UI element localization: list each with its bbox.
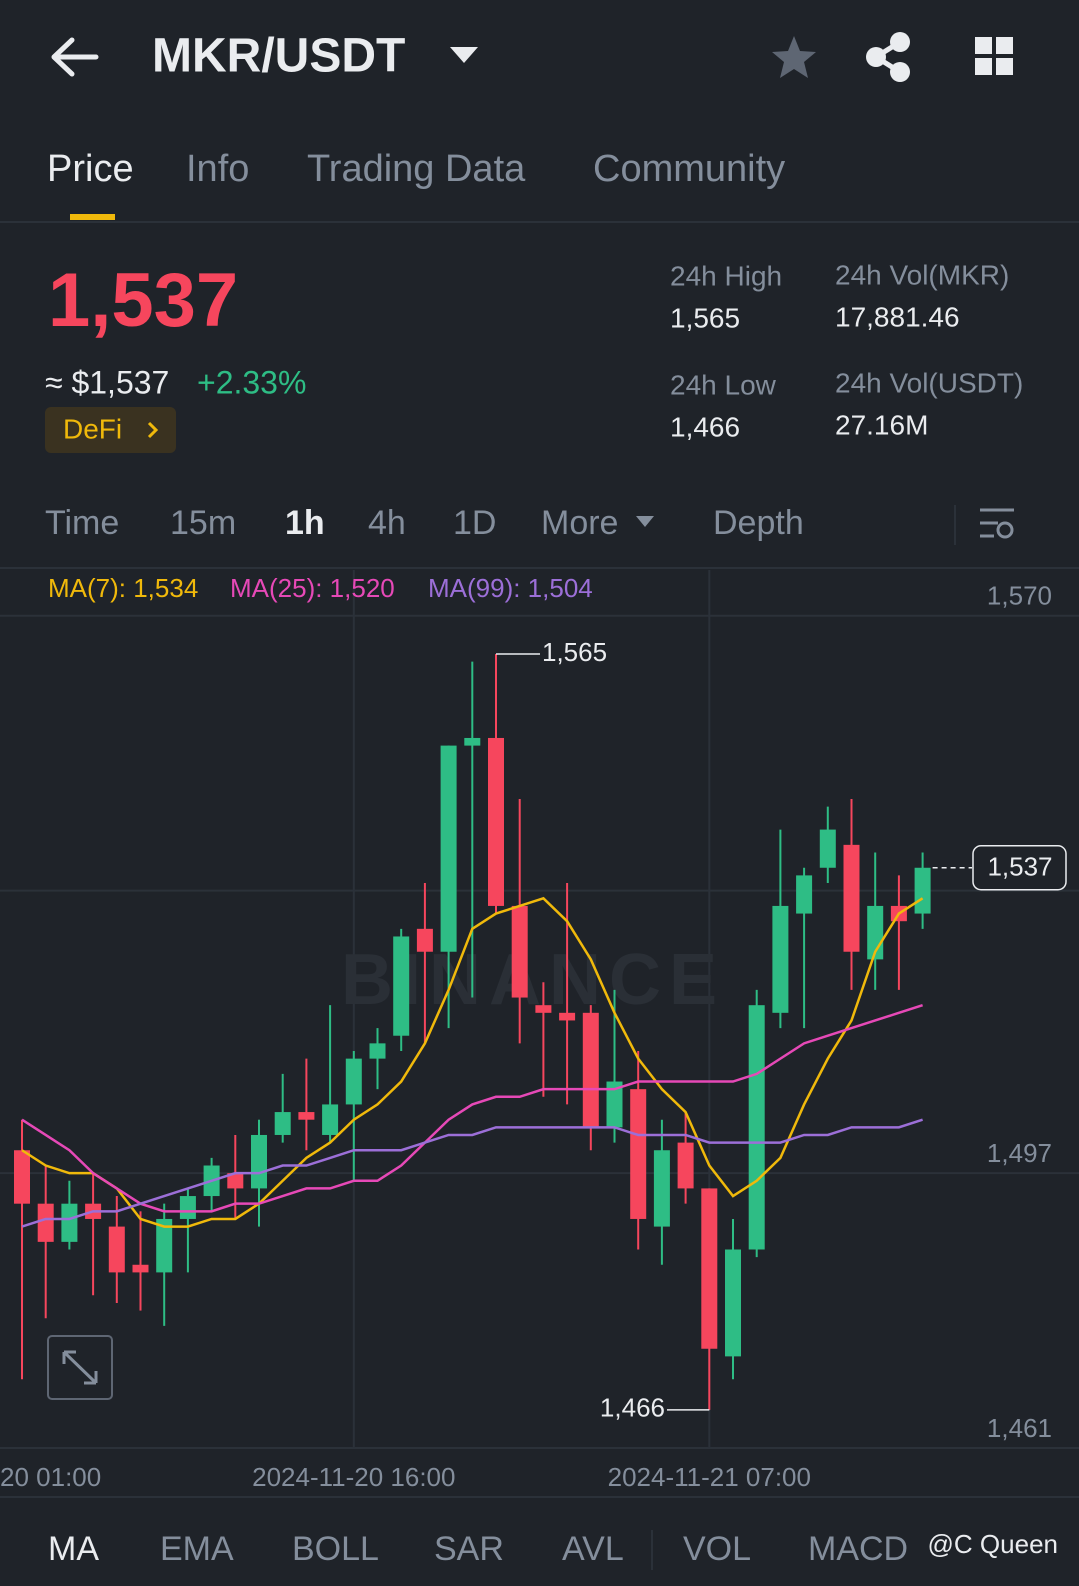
pair-title[interactable]: MKR/USDT xyxy=(152,30,405,83)
indicator-tab[interactable]: EMA xyxy=(160,1530,234,1568)
candle-body xyxy=(322,1104,339,1135)
stat-value: 27.16M xyxy=(835,409,928,440)
candle-body xyxy=(156,1218,173,1273)
candle-body xyxy=(227,1173,244,1189)
y-tick-label: 1,570 xyxy=(987,581,1052,611)
candle-body xyxy=(559,1012,576,1021)
candle-body xyxy=(393,936,410,1036)
candle-body xyxy=(819,829,836,868)
user-watermark: @C Queen xyxy=(928,1529,1058,1559)
last-price: 1,537 xyxy=(48,258,238,343)
candle-body xyxy=(606,1081,623,1128)
ma-line xyxy=(21,896,924,1228)
candle-body xyxy=(582,1012,599,1128)
candle-body xyxy=(440,745,457,952)
y-tick-label: 1,461 xyxy=(987,1413,1052,1443)
chart-settings[interactable] xyxy=(980,508,1014,539)
usd-price: ≈ $1,537 xyxy=(45,364,169,400)
candle-body xyxy=(274,1112,291,1135)
tab-indicator xyxy=(70,214,115,220)
stat-label: 24h High xyxy=(670,260,782,291)
indicator-tab[interactable]: AVL xyxy=(562,1530,624,1568)
candle-body xyxy=(464,737,481,746)
tab[interactable]: Community xyxy=(593,148,785,190)
interval[interactable]: 15m xyxy=(170,504,236,542)
candle-body xyxy=(132,1264,149,1273)
candle-body xyxy=(677,1142,694,1189)
last-price-label: 1,537 xyxy=(987,852,1052,882)
indicator-tab[interactable]: MACD xyxy=(808,1530,908,1568)
tab[interactable]: Trading Data xyxy=(307,148,526,190)
legend-entry: MA(25): 1,520 xyxy=(230,573,395,603)
indicator-tab[interactable]: VOL xyxy=(683,1530,751,1568)
candle-body xyxy=(108,1226,125,1273)
candle-body xyxy=(251,1134,267,1189)
candle-body xyxy=(535,1005,552,1013)
high-label: 1,565 xyxy=(542,637,607,667)
legend-entry: MA(99): 1,504 xyxy=(428,573,593,603)
tab[interactable]: Info xyxy=(186,148,249,190)
price-change: +2.33% xyxy=(197,364,306,400)
candle-body xyxy=(748,1005,765,1250)
candle-body xyxy=(725,1249,741,1357)
stat-label: 24h Vol(USDT) xyxy=(835,367,1023,398)
stat-label: 24h Vol(MKR) xyxy=(835,259,1009,290)
stat-value: 1,565 xyxy=(670,302,740,333)
candle-body xyxy=(416,928,433,952)
candle-body xyxy=(630,1089,647,1219)
x-tick-label: 20 01:00 xyxy=(0,1462,101,1492)
indicator-tab[interactable]: SAR xyxy=(434,1530,504,1568)
stat-label: 24h Low xyxy=(670,369,777,400)
ma-line xyxy=(21,1003,923,1213)
candle-body xyxy=(843,844,860,952)
interval[interactable]: 1h xyxy=(285,504,325,542)
ma-line xyxy=(21,1118,923,1228)
more-dropdown[interactable] xyxy=(636,516,654,527)
last-price-box xyxy=(972,845,1067,891)
interval[interactable]: Depth xyxy=(713,504,804,542)
candle-body xyxy=(345,1058,362,1105)
candle-body xyxy=(914,867,931,914)
candle-body xyxy=(796,875,813,914)
candle-body xyxy=(369,1043,386,1059)
indicator-tab[interactable]: MA xyxy=(48,1530,99,1568)
x-tick-label: 2024-11-21 07:00 xyxy=(608,1462,811,1492)
candle-body xyxy=(772,905,789,1013)
menu-grid[interactable] xyxy=(975,37,1013,75)
candle-body xyxy=(701,1188,718,1349)
stat-value: 17,881.46 xyxy=(835,301,960,332)
expand-button[interactable] xyxy=(47,1335,113,1400)
tag-chip[interactable] xyxy=(45,407,176,453)
low-label: 1,466 xyxy=(600,1393,665,1423)
pair-dropdown[interactable] xyxy=(450,47,478,63)
tag-label[interactable]: DeFi xyxy=(63,413,122,444)
share-button[interactable] xyxy=(866,32,910,82)
back-button[interactable] xyxy=(51,37,99,77)
favorite-star[interactable] xyxy=(772,36,816,78)
stat-value: 1,466 xyxy=(670,411,740,442)
legend-entry: MA(7): 1,534 xyxy=(48,573,198,603)
candle-body xyxy=(653,1150,670,1227)
candle-body xyxy=(179,1196,196,1219)
plot xyxy=(14,653,931,1410)
candle-body xyxy=(61,1203,78,1242)
y-tick-label: 1,497 xyxy=(987,1138,1052,1168)
interval[interactable]: 1D xyxy=(453,504,496,542)
candle-body xyxy=(488,737,504,906)
interval[interactable]: 4h xyxy=(368,504,406,542)
candle-body xyxy=(511,905,528,998)
indicator-tab[interactable]: BOLL xyxy=(292,1530,379,1568)
interval[interactable]: Time xyxy=(45,504,119,542)
tab[interactable]: Price xyxy=(47,148,134,190)
expand-icon xyxy=(62,1350,98,1385)
candle-body xyxy=(14,1150,30,1204)
candle-body xyxy=(37,1203,54,1242)
interval[interactable]: More xyxy=(541,504,618,542)
tag-chevron xyxy=(147,421,159,439)
x-tick-label: 2024-11-20 16:00 xyxy=(252,1462,455,1492)
candle-body xyxy=(298,1112,315,1120)
